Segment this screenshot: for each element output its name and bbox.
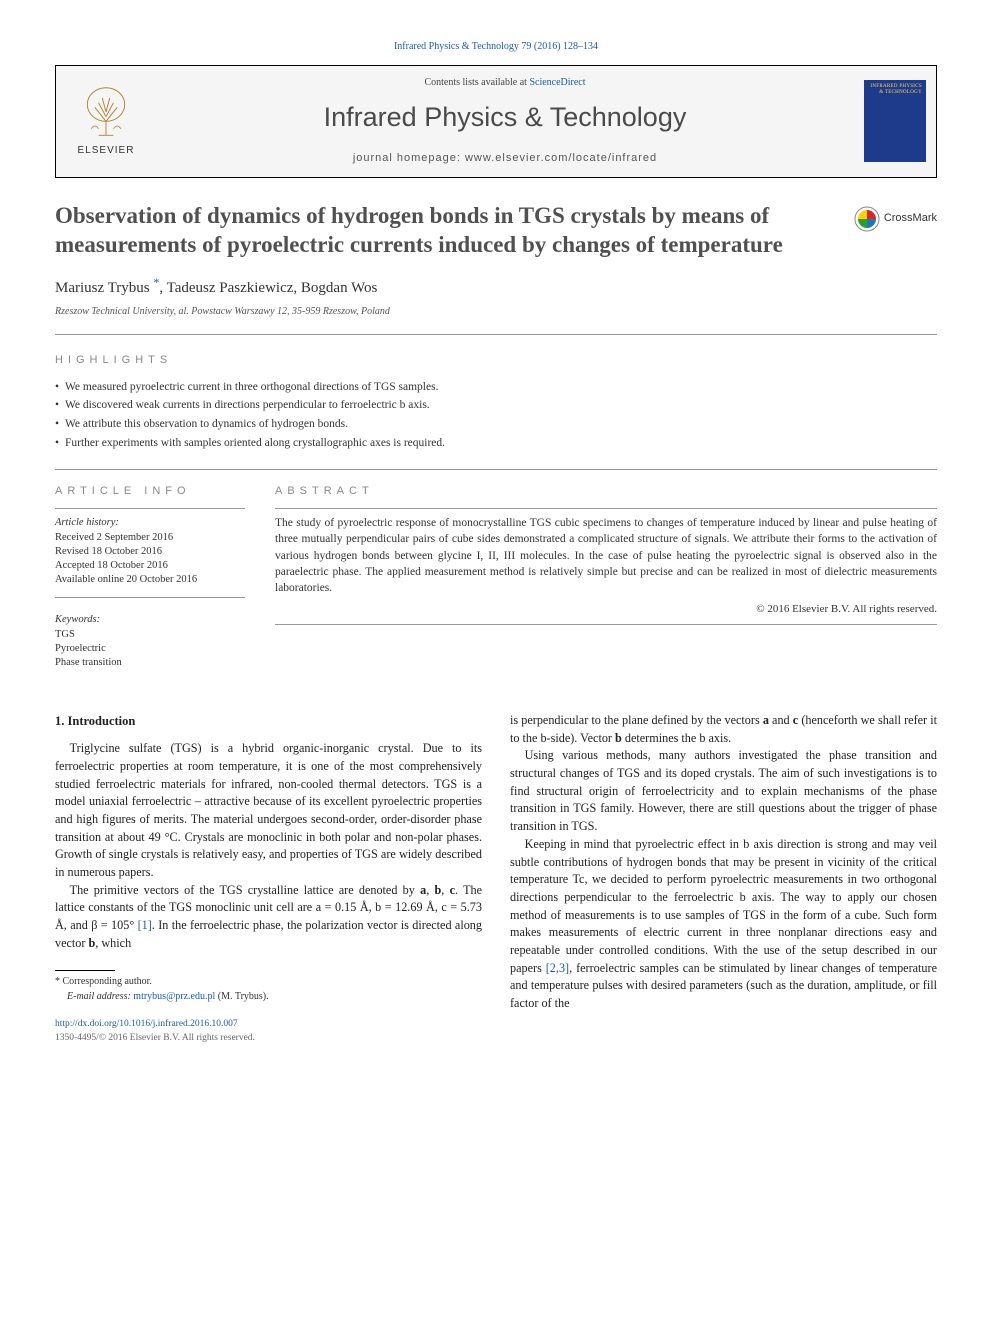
crossmark-icon	[854, 206, 880, 232]
elsevier-tree-icon	[78, 84, 134, 140]
email-link[interactable]: mtrybus@prz.edu.pl	[133, 991, 215, 1002]
section-1-heading: 1. Introduction	[55, 712, 482, 730]
revised-date: Revised 18 October 2016	[55, 545, 245, 559]
intro-p2: The primitive vectors of the TGS crystal…	[55, 882, 482, 953]
ref-1-link[interactable]: [1]	[138, 918, 152, 932]
journal-header: ELSEVIER Contents lists available at Sci…	[55, 65, 937, 179]
history-label: Article history:	[55, 515, 245, 530]
accepted-date: Accepted 18 October 2016	[55, 559, 245, 573]
authors-line: Mariusz Trybus *, Tadeusz Paszkiewicz, B…	[55, 274, 937, 300]
intro-p2-cont: is perpendicular to the plane defined by…	[510, 712, 937, 747]
abstract-text: The study of pyroelectric response of mo…	[275, 515, 937, 595]
highlight-item: We measured pyroelectric current in thre…	[55, 379, 937, 396]
elsevier-logo[interactable]: ELSEVIER	[56, 66, 156, 178]
intro-p4: Keeping in mind that pyroelectric effect…	[510, 836, 937, 1013]
highlights-list: We measured pyroelectric current in thre…	[55, 379, 937, 452]
journal-title: Infrared Physics & Technology	[156, 98, 854, 137]
crossmark-label: CrossMark	[884, 211, 937, 227]
email-footnote: E-mail address: mtrybus@prz.edu.pl (M. T…	[55, 990, 482, 1005]
issn-copyright: 1350-4495/© 2016 Elsevier B.V. All right…	[55, 1032, 482, 1046]
journal-cover-cell: INFRARED PHYSICS & TECHNOLOGY	[854, 66, 936, 178]
online-date: Available online 20 October 2016	[55, 573, 245, 587]
abstract-heading: ABSTRACT	[275, 484, 937, 500]
article-info-heading: ARTICLE INFO	[55, 484, 245, 500]
corresponding-footnote: * Corresponding author.	[55, 975, 482, 990]
keyword: Pyroelectric	[55, 642, 245, 656]
article-title: Observation of dynamics of hydrogen bond…	[55, 202, 795, 260]
doi-block: http://dx.doi.org/10.1016/j.infrared.201…	[55, 1018, 482, 1046]
article-info-col: ARTICLE INFO Article history: Received 2…	[55, 484, 245, 670]
body-col-left: 1. Introduction Triglycine sulfate (TGS)…	[55, 712, 482, 1046]
abstract-copyright: © 2016 Elsevier B.V. All rights reserved…	[275, 602, 937, 618]
header-center: Contents lists available at ScienceDirec…	[156, 66, 854, 178]
ref-2-3-link[interactable]: [2,3]	[546, 961, 569, 975]
intro-p3: Using various methods, many authors inve…	[510, 747, 937, 835]
info-abstract-row: ARTICLE INFO Article history: Received 2…	[55, 469, 937, 670]
affiliation: Rzeszow Technical University, al. Powsta…	[55, 305, 937, 320]
highlight-item: Further experiments with samples oriente…	[55, 435, 937, 452]
top-citation[interactable]: Infrared Physics & Technology 79 (2016) …	[55, 40, 937, 55]
body-col-right: is perpendicular to the plane defined by…	[510, 712, 937, 1046]
contents-available: Contents lists available at ScienceDirec…	[156, 76, 854, 91]
journal-homepage[interactable]: journal homepage: www.elsevier.com/locat…	[156, 151, 854, 167]
keywords-label: Keywords:	[55, 612, 245, 627]
body-two-columns: 1. Introduction Triglycine sulfate (TGS)…	[55, 712, 937, 1046]
crossmark-badge[interactable]: CrossMark	[854, 206, 937, 232]
intro-p1: Triglycine sulfate (TGS) is a hybrid org…	[55, 740, 482, 882]
doi-link[interactable]: http://dx.doi.org/10.1016/j.infrared.201…	[55, 1018, 482, 1032]
highlights-heading: HIGHLIGHTS	[55, 353, 937, 369]
page-root: Infrared Physics & Technology 79 (2016) …	[0, 0, 992, 1086]
journal-cover-thumb[interactable]: INFRARED PHYSICS & TECHNOLOGY	[864, 80, 926, 162]
highlight-item: We discovered weak currents in direction…	[55, 397, 937, 414]
authors-rest: , Tadeusz Paszkiewicz, Bogdan Wos	[159, 280, 377, 296]
keyword: Phase transition	[55, 656, 245, 670]
sciencedirect-link[interactable]: ScienceDirect	[529, 77, 585, 88]
abstract-col: ABSTRACT The study of pyroelectric respo…	[275, 484, 937, 670]
elsevier-wordmark: ELSEVIER	[78, 144, 135, 159]
received-date: Received 2 September 2016	[55, 531, 245, 545]
keyword: TGS	[55, 628, 245, 642]
author-1[interactable]: Mariusz Trybus	[55, 280, 150, 296]
highlight-item: We attribute this observation to dynamic…	[55, 416, 937, 433]
